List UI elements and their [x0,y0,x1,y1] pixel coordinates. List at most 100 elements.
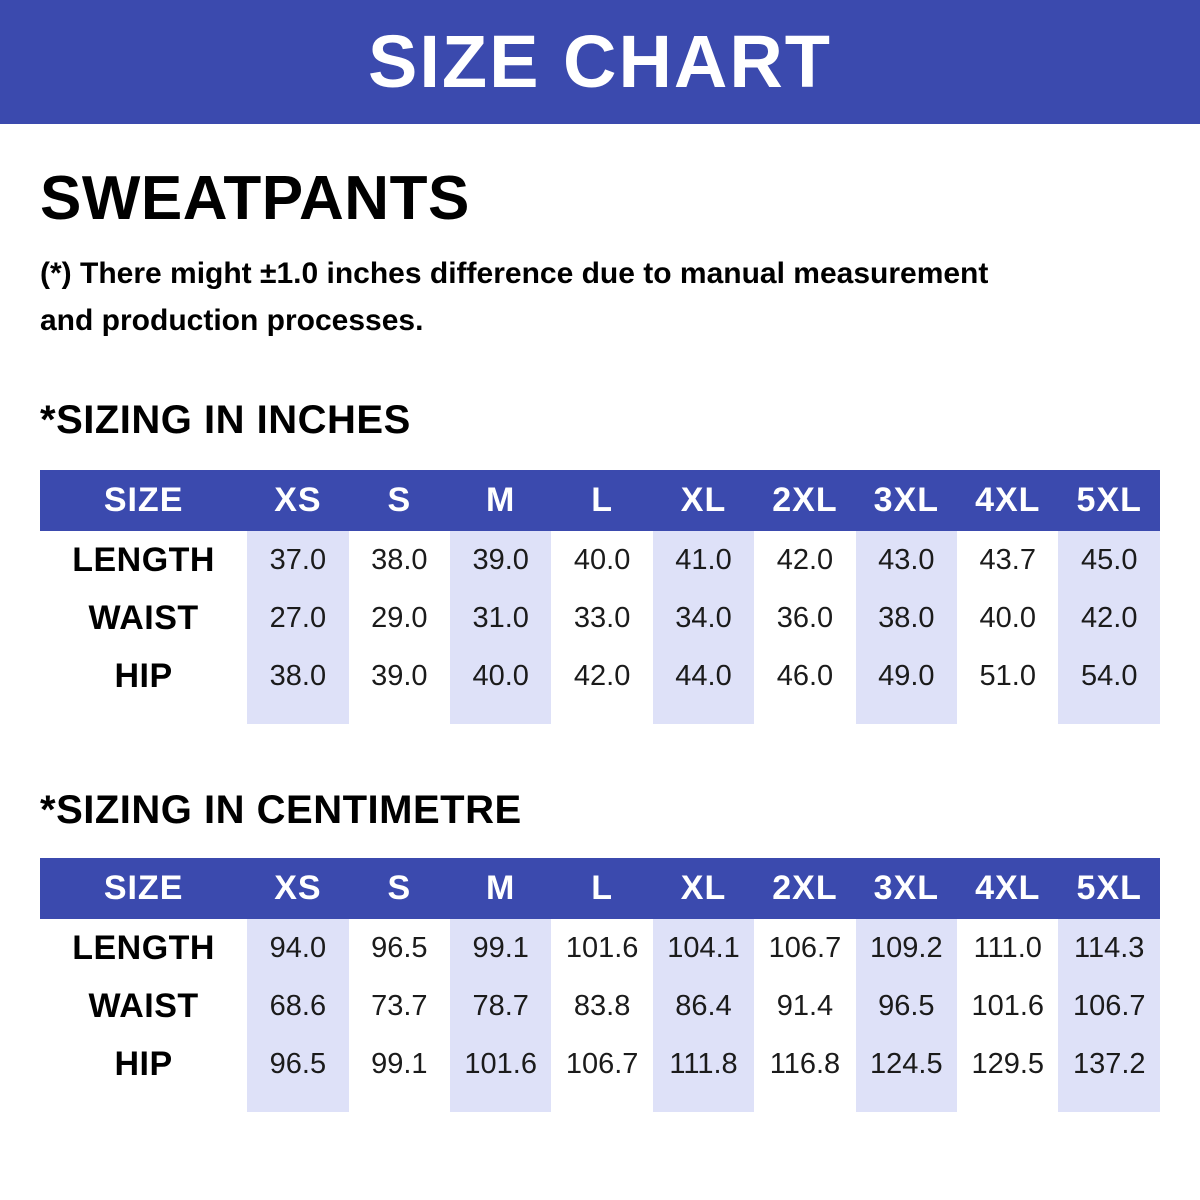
centimetre-table-body: LENGTH 94.0 96.5 99.1 101.6 104.1 106.7 … [40,919,1160,1112]
cell: 40.0 [450,647,552,705]
table-row-length: LENGTH 37.0 38.0 39.0 40.0 41.0 42.0 43.… [40,531,1160,589]
col-header-xs: XS [247,858,349,919]
cell: 96.5 [855,977,958,1035]
cell: 96.5 [371,931,428,964]
centimetre-table-header: SIZE XS S M L XL 2XL 3XL 4XL 5XL [40,858,1160,919]
col-header-m: M [450,470,552,531]
cell: 43.0 [855,531,958,589]
cell: 116.8 [769,1047,841,1080]
cell: 83.8 [573,989,631,1022]
cell: 39.0 [371,659,428,692]
cell: 54.0 [1058,647,1160,705]
cell: 129.5 [971,1047,1045,1080]
cell: 106.7 [768,931,842,964]
cell: 101.6 [450,1035,552,1093]
col-header-m: M [450,858,552,919]
cell: 46.0 [776,659,834,692]
cell: 31.0 [450,589,552,647]
cell: 36.0 [776,601,834,634]
cell: 38.0 [855,589,958,647]
col-header-2xl: 2XL [754,858,856,919]
inches-heading: *SIZING IN INCHES [40,398,411,442]
centimetre-heading: *SIZING IN CENTIMETRE [40,788,522,832]
col-header-s: S [348,858,451,919]
cell: 111.0 [973,931,1042,964]
cell: 41.0 [652,531,755,589]
cell: 73.7 [371,989,428,1022]
cell: 124.5 [855,1035,958,1093]
disclaimer-line-2: and production processes. [40,304,424,337]
cell: 42.0 [573,659,631,692]
cell: 40.0 [573,543,631,576]
row-label-hip: HIP [114,1044,173,1083]
table-row-hip: HIP 96.5 99.1 101.6 106.7 111.8 116.8 12… [40,1035,1160,1093]
table-row-hip: HIP 38.0 39.0 40.0 42.0 44.0 46.0 49.0 5… [40,647,1160,705]
col-header-3xl: 3XL [855,470,958,531]
cell: 91.4 [776,989,834,1022]
cell: 101.6 [565,931,639,964]
cell: 33.0 [573,601,631,634]
cell: 99.1 [371,1047,428,1080]
cell: 78.7 [450,977,552,1035]
cell: 42.0 [776,543,834,576]
col-header-4xl: 4XL [957,858,1059,919]
cell: 86.4 [652,977,755,1035]
col-header-size: SIZE [40,858,248,919]
row-label-length: LENGTH [72,928,215,967]
cell: 37.0 [247,531,349,589]
stripe-spacer-row [40,705,1160,724]
cell: 106.7 [565,1047,639,1080]
cell: 114.3 [1058,919,1160,977]
col-header-xl: XL [652,858,755,919]
cell: 106.7 [1058,977,1160,1035]
section-sizing-centimetre: *SIZING IN CENTIMETRE SIZE XS S M L XL 2… [40,788,1160,1112]
cell: 49.0 [855,647,958,705]
col-header-xl: XL [652,470,755,531]
table-row-waist: WAIST 27.0 29.0 31.0 33.0 34.0 36.0 38.0… [40,589,1160,647]
stripe-spacer-row [40,1093,1160,1112]
col-header-s: S [348,470,451,531]
cell: 111.8 [652,1035,755,1093]
cell: 42.0 [1058,589,1160,647]
cell: 137.2 [1058,1035,1160,1093]
cell: 29.0 [371,601,428,634]
inches-table-header: SIZE XS S M L XL 2XL 3XL 4XL 5XL [40,470,1160,531]
table-row-length: LENGTH 94.0 96.5 99.1 101.6 104.1 106.7 … [40,919,1160,977]
disclaimer: (*) There might ±1.0 inches difference d… [40,250,1160,344]
table-row-waist: WAIST 68.6 73.7 78.7 83.8 86.4 91.4 96.5… [40,977,1160,1035]
inches-table-body: LENGTH 37.0 38.0 39.0 40.0 41.0 42.0 43.… [40,531,1160,724]
cell: 104.1 [652,919,755,977]
product-name: SWEATPANTS [40,164,470,233]
banner: SIZE CHART [0,0,1200,124]
cell: 39.0 [450,531,552,589]
cell: 94.0 [247,919,349,977]
col-header-l: L [551,470,653,531]
cell: 99.1 [450,919,552,977]
cell: 68.6 [247,977,349,1035]
col-header-5xl: 5XL [1058,858,1160,919]
col-header-size: SIZE [40,470,248,531]
section-sizing-inches: *SIZING IN INCHES SIZE XS S M L XL 2XL [40,398,1160,724]
col-header-5xl: 5XL [1058,470,1160,531]
cell: 38.0 [247,647,349,705]
row-label-waist: WAIST [88,986,199,1025]
centimetre-table: SIZE XS S M L XL 2XL 3XL 4XL 5XL LENGTH [40,858,1160,1112]
content: SWEATPANTS (*) There might ±1.0 inches d… [0,166,1200,1112]
cell: 51.0 [979,659,1036,692]
cell: 101.6 [971,989,1045,1022]
row-label-hip: HIP [114,656,173,695]
cell: 109.2 [855,919,958,977]
cell: 45.0 [1058,531,1160,589]
col-header-4xl: 4XL [957,470,1059,531]
size-chart-page: SIZE CHART SWEATPANTS (*) There might ±1… [0,0,1200,1112]
disclaimer-line-1: (*) There might ±1.0 inches difference d… [40,257,989,290]
col-header-2xl: 2XL [754,470,856,531]
cell: 44.0 [652,647,755,705]
cell: 34.0 [652,589,755,647]
cell: 96.5 [247,1035,349,1093]
col-header-xs: XS [247,470,349,531]
cell: 43.7 [979,543,1036,576]
header-row: SIZE XS S M L XL 2XL 3XL 4XL 5XL [40,470,1160,531]
row-label-waist: WAIST [88,598,199,637]
col-header-l: L [551,858,653,919]
